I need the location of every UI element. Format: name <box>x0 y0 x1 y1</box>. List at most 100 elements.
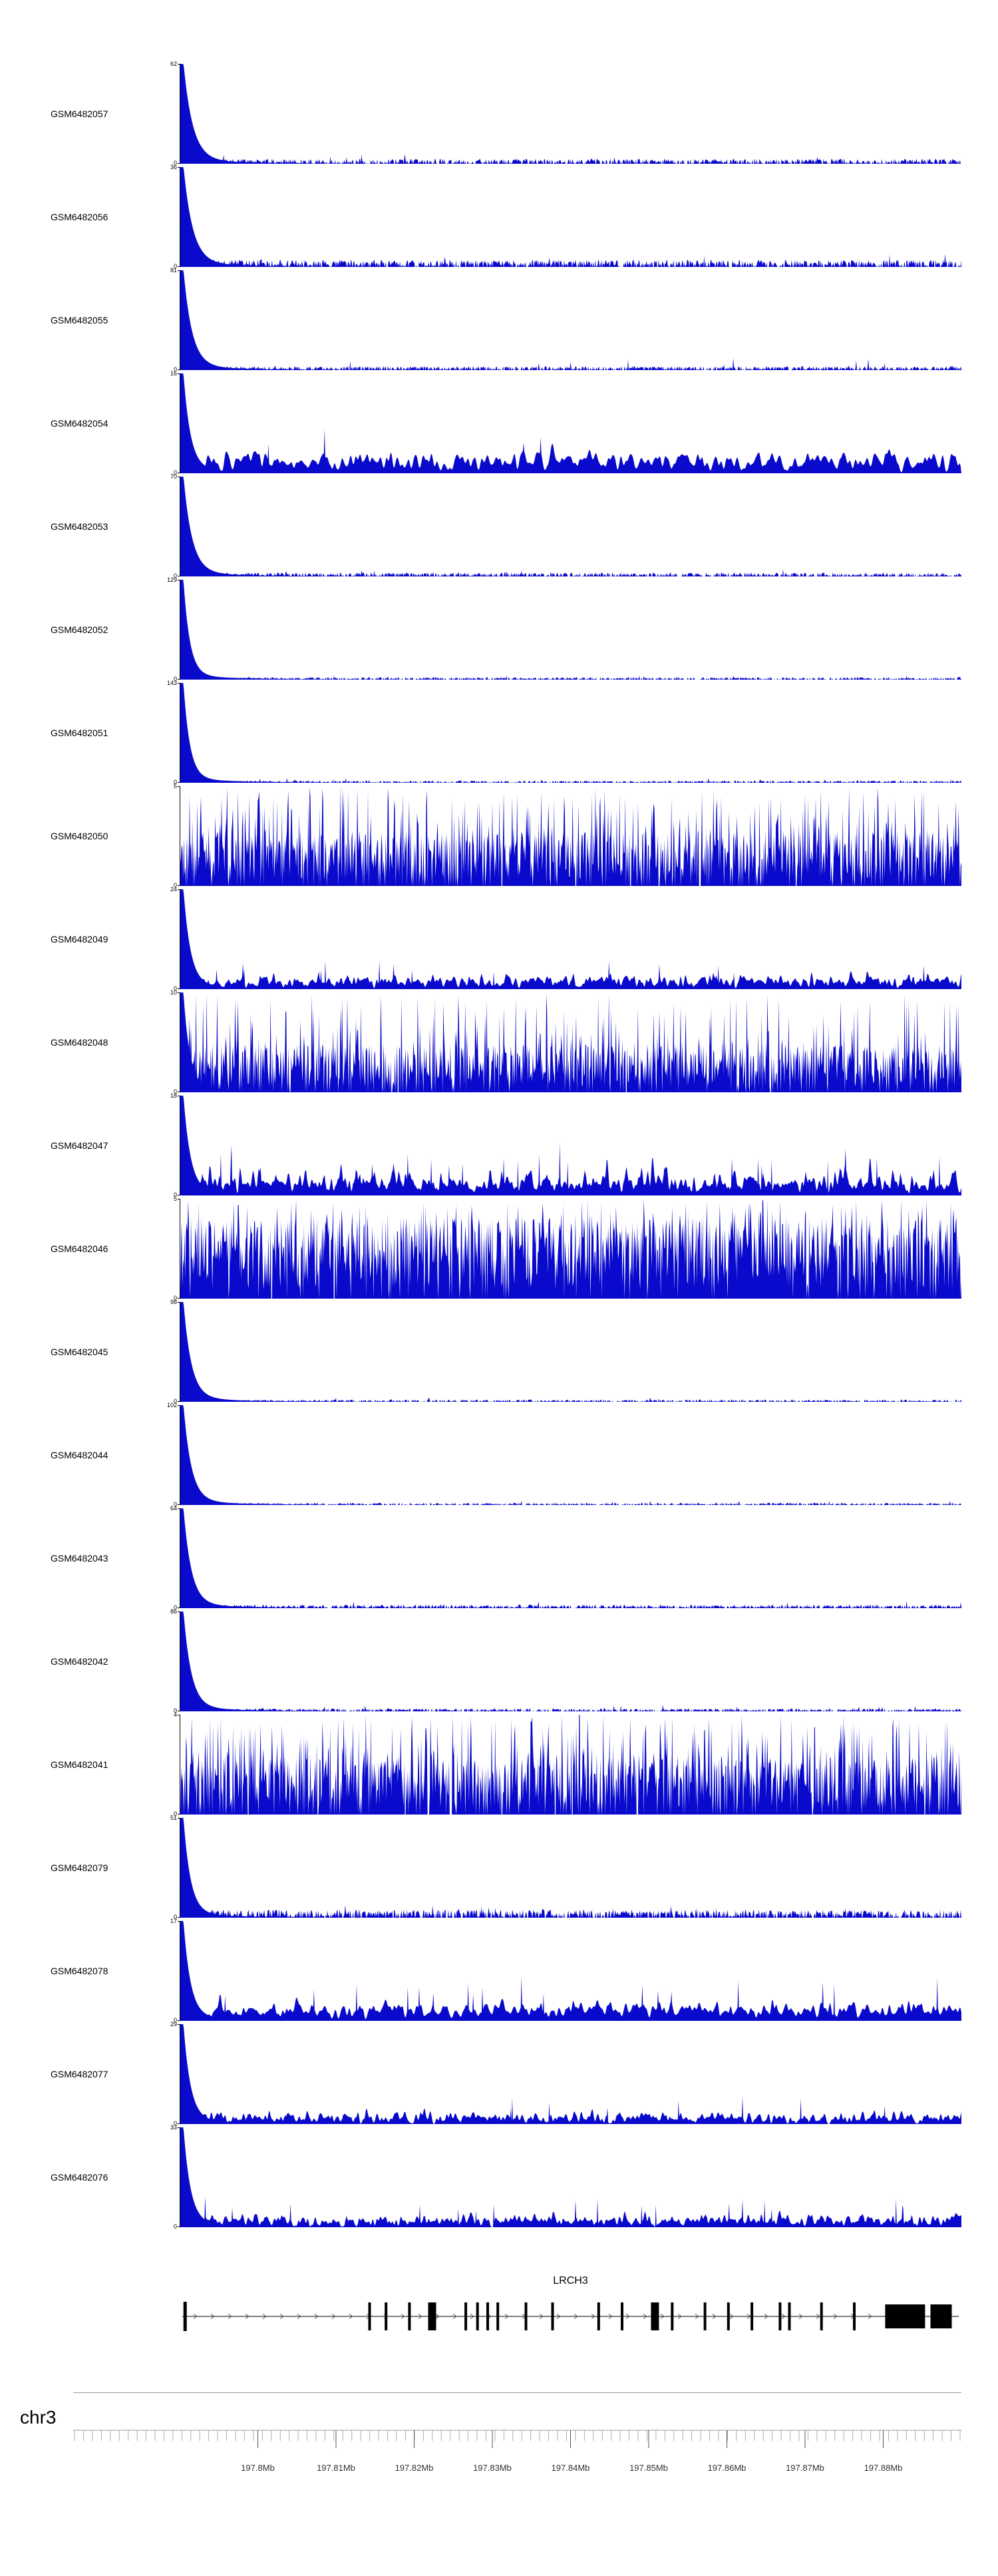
exon-rect <box>486 2302 489 2330</box>
track-label: GSM6482042 <box>51 1656 108 1667</box>
coverage-signal <box>180 1715 961 1815</box>
y-axis-zero-label: 0 <box>173 882 177 889</box>
y-axis-max-label: 86 <box>170 1608 177 1615</box>
y-axis-zero-label: 0 <box>173 779 177 785</box>
exon-rect <box>621 2302 623 2330</box>
exon-rect <box>671 2302 674 2330</box>
track-plot-area: 129 0 <box>167 576 961 682</box>
track-plot-area: 81 0 <box>170 267 961 373</box>
y-axis-max-label: 18 <box>170 1092 177 1099</box>
y-axis-max-label: 129 <box>166 576 177 583</box>
exon-rect <box>183 2302 187 2331</box>
exon-rect <box>788 2302 791 2330</box>
track-plot-area: 98 0 <box>170 1299 961 1404</box>
coverage-track-row: GSM6482057 62 0 <box>0 61 998 166</box>
gene-exons <box>183 2302 952 2331</box>
coverage-signal <box>180 889 961 989</box>
track-label: GSM6482055 <box>51 315 108 325</box>
track-label: GSM6482051 <box>51 728 108 738</box>
y-axis-max-label: 98 <box>170 1299 177 1305</box>
coverage-signal <box>180 477 961 576</box>
minor-ticks <box>74 2430 961 2441</box>
chromosome-label: chr3 <box>20 2407 57 2428</box>
y-axis-max-label: 10 <box>170 989 177 996</box>
track-plot-area: 29 0 <box>170 2021 961 2127</box>
exon-rect <box>551 2302 554 2330</box>
y-axis-zero-label: 0 <box>173 985 177 992</box>
coverage-track-row: GSM6482052 129 0 <box>0 576 998 682</box>
y-axis-zero-label: 0 <box>173 2120 177 2127</box>
coverage-signal <box>180 1096 961 1195</box>
axis-tick-label: 197.82Mb <box>395 2463 434 2473</box>
gene-track: LRCH3 <box>180 2275 961 2344</box>
axis-tick-label: 197.88Mb <box>864 2463 903 2473</box>
exon-rect <box>853 2302 856 2330</box>
exon-rect <box>820 2302 823 2330</box>
exon-rect <box>703 2302 707 2330</box>
y-axis-zero-label: 0 <box>173 1604 177 1611</box>
coverage-track-row: GSM6482078 17 0 <box>0 1918 998 2024</box>
track-label: GSM6482076 <box>51 2172 108 2183</box>
y-axis-zero-label: 0 <box>173 1191 177 1198</box>
gene-name-label: LRCH3 <box>553 2275 588 2286</box>
exon-rect <box>428 2302 436 2330</box>
y-axis-max-label: 24 <box>170 886 177 893</box>
y-axis-zero-label: 0 <box>173 366 177 373</box>
y-axis-zero-label: 0 <box>173 1707 177 1714</box>
exon-rect <box>750 2302 754 2330</box>
y-axis-max-label: 64 <box>170 1505 177 1512</box>
y-axis-zero-label: 0 <box>173 1295 177 1301</box>
exon-rect <box>727 2302 730 2330</box>
exon-rect <box>496 2302 500 2330</box>
coverage-signal <box>180 786 961 886</box>
coverage-signal <box>180 1611 961 1711</box>
coverage-track-row: GSM6482044 102 0 <box>0 1402 998 1508</box>
exon-rect <box>885 2304 925 2328</box>
coverage-track-row: GSM6482041 4 0 <box>0 1711 998 1817</box>
track-label: GSM6482047 <box>51 1140 108 1151</box>
coverage-track-row: GSM6482051 143 0 <box>0 680 998 785</box>
y-axis-max-label: 62 <box>170 61 177 67</box>
exon-rect <box>368 2302 371 2330</box>
coverage-signal <box>180 1405 961 1505</box>
exon-rect <box>778 2302 782 2330</box>
track-plot-area: 5 0 <box>174 1195 961 1301</box>
coverage-signal <box>180 270 961 370</box>
coverage-track-row: GSM6482048 10 0 <box>0 989 998 1095</box>
coverage-track-row: GSM6482055 81 0 <box>0 267 998 373</box>
coverage-track-row: GSM6482046 5 0 <box>0 1195 998 1301</box>
coverage-signal <box>180 1508 961 1608</box>
coverage-track-row: GSM6482047 18 0 <box>0 1092 998 1198</box>
y-axis-max-label: 36 <box>170 164 177 170</box>
track-label: GSM6482053 <box>51 521 108 532</box>
track-plot-area: 36 0 <box>170 164 961 270</box>
y-axis-max-label: 5 <box>173 1195 177 1202</box>
track-plot-area: 18 0 <box>170 1092 961 1198</box>
coverage-track-row: GSM6482054 16 0 <box>0 370 998 476</box>
coverage-signal <box>180 64 961 164</box>
y-axis-max-label: 29 <box>170 2021 177 2028</box>
coverage-signal <box>180 2127 961 2227</box>
track-label: GSM6482045 <box>51 1347 108 1357</box>
track-label: GSM6482049 <box>51 934 108 945</box>
coverage-track-row: GSM6482049 24 0 <box>0 886 998 992</box>
exon-rect <box>408 2302 411 2330</box>
track-plot-area: 17 0 <box>170 1918 961 2024</box>
coverage-signal <box>180 683 961 783</box>
y-axis-max-label: 16 <box>170 370 177 377</box>
coverage-track-row: GSM6482042 86 0 <box>0 1608 998 1714</box>
y-axis-zero-label: 0 <box>173 2017 177 2024</box>
track-label: GSM6482079 <box>51 1862 108 1873</box>
axis-tick-label: 197.86Mb <box>708 2463 747 2473</box>
y-axis-zero-label: 0 <box>173 263 177 270</box>
track-plot-area: 70 0 <box>170 473 961 579</box>
axis-tick-label: 197.81Mb <box>317 2463 355 2473</box>
track-plot-area: 64 0 <box>170 1505 961 1611</box>
coverage-signal <box>180 1199 961 1299</box>
track-label: GSM6482057 <box>51 108 108 119</box>
coverage-signal <box>180 1302 961 1402</box>
coverage-track-row: GSM6482077 29 0 <box>0 2021 998 2127</box>
genome-axis: 197.8Mb 197.81Mb 197.82Mb 197.83Mb 197.84Mb 1… <box>73 2430 961 2473</box>
exon-rect <box>597 2302 600 2330</box>
